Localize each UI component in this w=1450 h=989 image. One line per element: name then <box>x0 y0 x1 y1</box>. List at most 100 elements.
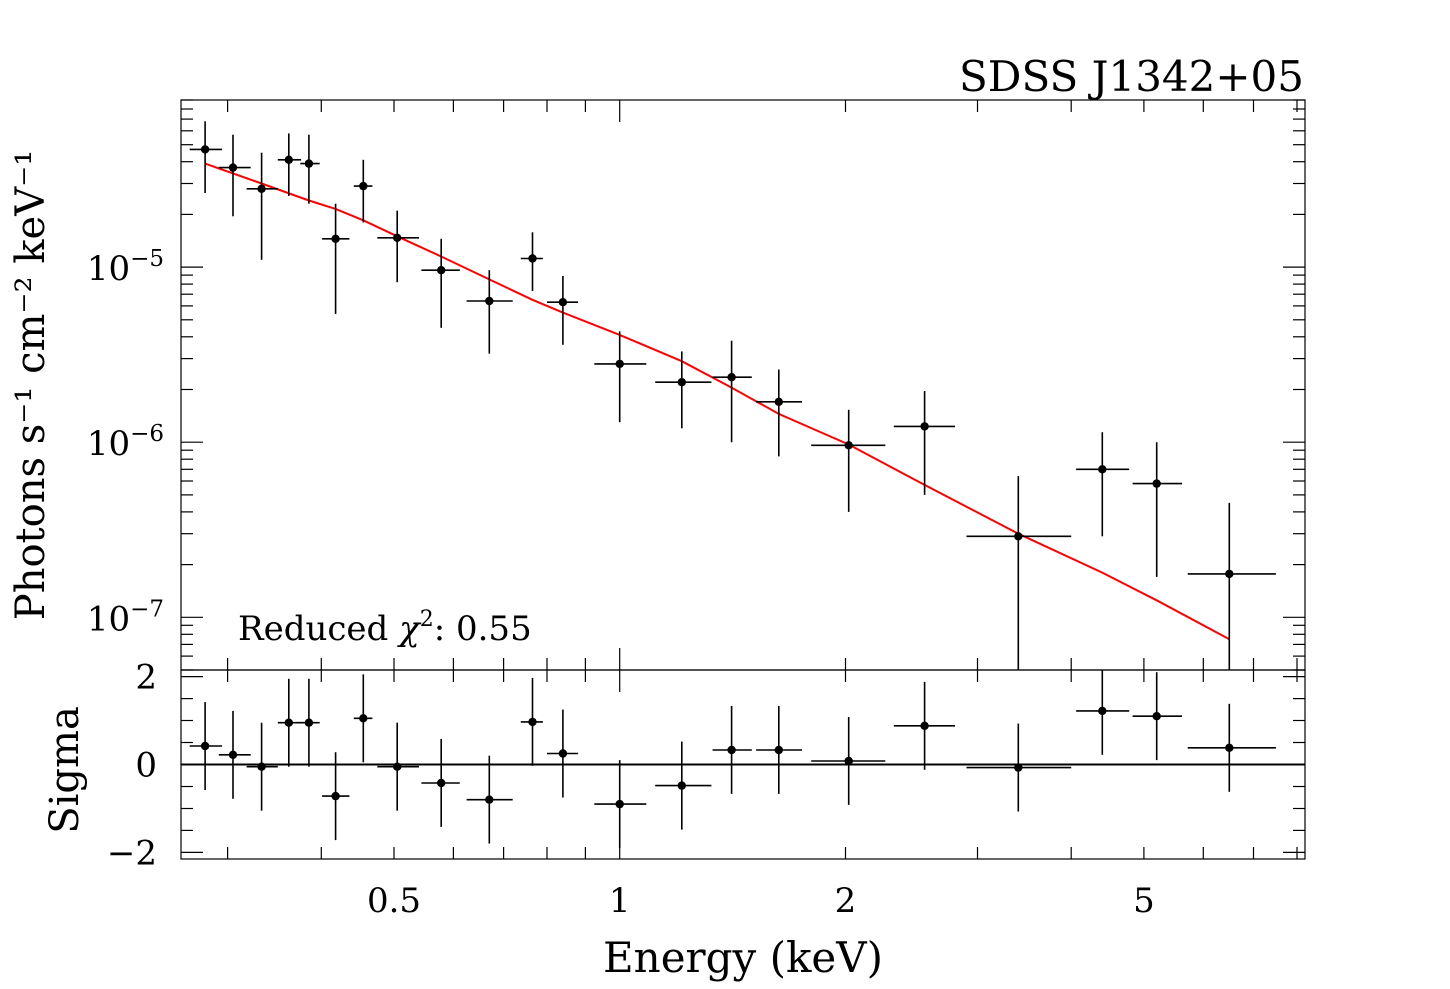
y-tick-exponent: −7 <box>130 596 164 622</box>
data-marker <box>774 397 783 406</box>
data-marker <box>1152 479 1161 488</box>
x-tick-labels: 0.5 1 2 5 <box>367 881 1155 921</box>
data-point <box>893 681 955 770</box>
spectrum-data-points <box>189 121 1276 670</box>
data-point <box>712 706 752 794</box>
x-tick-label: 0.5 <box>367 881 421 921</box>
data-point <box>1132 442 1182 577</box>
model-curve <box>204 162 1230 641</box>
data-marker <box>228 750 238 759</box>
data-point <box>756 369 802 457</box>
spectrum-panel: 10−510−610−7 Reduced χ2: 0.55 Photons s⁻… <box>8 99 1306 671</box>
data-marker <box>844 441 853 450</box>
data-point <box>1187 502 1276 670</box>
data-point <box>246 722 278 811</box>
annotation-prefix: Reduced <box>238 609 399 649</box>
data-point <box>1132 672 1182 761</box>
data-marker <box>393 233 402 242</box>
data-marker <box>1225 743 1234 752</box>
data-marker <box>228 163 238 172</box>
data-point <box>322 752 350 841</box>
y-tick-label: 10−5 <box>87 246 164 289</box>
data-marker <box>331 791 340 801</box>
residual-data-points <box>189 670 1276 848</box>
data-point <box>655 741 712 830</box>
data-point <box>218 134 251 217</box>
spectrum-y-tick-labels: 10−510−610−7 <box>87 246 164 639</box>
data-marker <box>437 266 446 275</box>
data-marker <box>257 184 266 193</box>
data-marker <box>1014 532 1023 541</box>
data-marker <box>1152 712 1161 721</box>
data-point <box>277 133 302 196</box>
data-marker <box>393 762 402 771</box>
data-point <box>353 674 373 763</box>
data-marker <box>1098 465 1107 474</box>
data-marker <box>528 717 537 727</box>
data-point <box>547 276 579 345</box>
data-point <box>966 723 1072 812</box>
data-point <box>1076 670 1130 755</box>
data-marker <box>558 298 568 307</box>
data-marker <box>257 762 266 771</box>
annotation-superscript: 2 <box>420 607 434 632</box>
data-marker <box>677 378 686 387</box>
data-point <box>594 760 647 848</box>
reduced-chi2-annotation: Reduced χ2: 0.55 <box>238 607 532 649</box>
data-point <box>377 210 419 283</box>
data-marker <box>774 745 783 755</box>
data-point <box>218 710 251 799</box>
data-marker <box>1225 569 1234 579</box>
data-marker <box>284 155 293 164</box>
data-marker <box>727 745 736 755</box>
data-marker <box>485 296 494 306</box>
annotation-suffix: : 0.55 <box>434 609 532 649</box>
data-marker <box>920 422 929 431</box>
residuals-axes-frame <box>180 669 1306 860</box>
y-tick-exponent: −6 <box>130 421 164 447</box>
data-marker <box>615 359 624 369</box>
data-marker <box>1098 706 1107 716</box>
data-point <box>353 159 373 223</box>
data-marker <box>200 741 210 751</box>
y-tick-label: 10−6 <box>87 421 164 464</box>
data-point <box>189 702 223 790</box>
data-marker <box>284 718 293 727</box>
spectrum-y-axis-label: Photons s⁻¹ cm⁻² keV⁻¹ <box>8 150 54 620</box>
data-point <box>466 270 513 354</box>
data-marker <box>331 234 340 243</box>
residuals-y-axis-label: Sigma <box>42 706 88 834</box>
data-marker <box>528 254 537 263</box>
data-point <box>893 391 955 495</box>
data-marker <box>437 778 446 788</box>
data-point <box>520 232 543 291</box>
x-axis-label: Energy (keV) <box>603 933 883 982</box>
data-point <box>322 203 350 314</box>
data-point <box>377 722 419 811</box>
y-tick-label: 10−7 <box>87 596 164 639</box>
residuals-y-tick-labels: 2 0 −2 <box>107 658 157 874</box>
data-marker <box>727 373 736 382</box>
annotation-chi-symbol: χ <box>397 609 422 649</box>
data-marker <box>920 721 929 730</box>
data-point <box>520 677 543 766</box>
data-point <box>756 706 802 794</box>
data-marker <box>359 181 368 191</box>
data-point <box>547 709 579 798</box>
spectrum-axes-frame <box>180 99 1306 671</box>
data-marker <box>844 756 853 766</box>
y-tick-base: 10 <box>87 424 130 464</box>
data-marker <box>677 781 686 790</box>
data-point <box>1076 432 1130 537</box>
data-marker <box>359 714 368 723</box>
spectrum-ticks <box>181 99 1305 671</box>
x-tick-label: 2 <box>835 881 857 921</box>
data-marker <box>558 749 568 758</box>
data-point <box>421 739 460 827</box>
data-point <box>966 476 1072 670</box>
residuals-panel: 2 0 −2 Sigma 0.5 1 2 5 Energy (keV) <box>42 658 1306 982</box>
data-marker <box>485 795 494 804</box>
y-tick-base: 10 <box>87 249 130 289</box>
data-point <box>594 331 647 423</box>
y-tick-label: 2 <box>135 658 157 698</box>
